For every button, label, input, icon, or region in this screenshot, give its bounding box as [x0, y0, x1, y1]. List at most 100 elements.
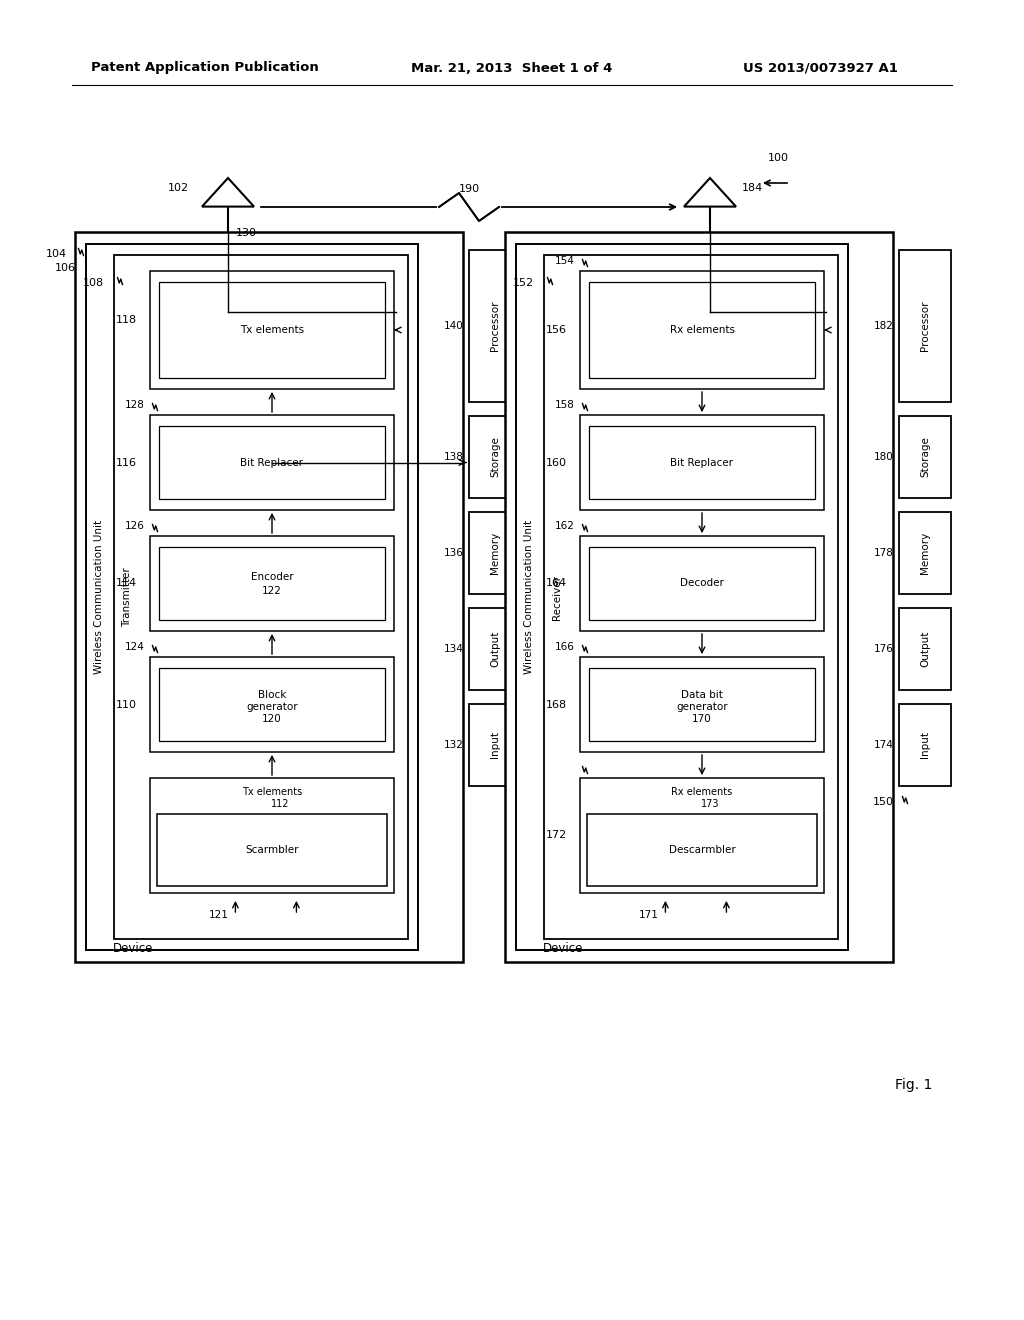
Text: 174: 174: [874, 741, 894, 750]
Text: 140: 140: [444, 321, 464, 331]
Text: 108: 108: [83, 279, 104, 288]
Bar: [580, 657, 824, 752]
Text: 130: 130: [236, 228, 256, 238]
Text: 100: 100: [768, 153, 788, 162]
Text: 114: 114: [116, 578, 137, 589]
Bar: [469, 416, 521, 498]
Text: generator: generator: [676, 701, 728, 711]
Bar: [157, 814, 387, 886]
Text: Storage: Storage: [920, 437, 930, 478]
Text: Descarmbler: Descarmbler: [669, 845, 735, 855]
Text: 136: 136: [444, 548, 464, 558]
Text: 190: 190: [459, 183, 479, 194]
Text: 134: 134: [444, 644, 464, 653]
Bar: [469, 512, 521, 594]
Text: 162: 162: [555, 521, 575, 531]
Bar: [150, 271, 394, 389]
Bar: [75, 232, 463, 962]
Bar: [469, 249, 521, 403]
Text: 150: 150: [873, 797, 894, 807]
Text: Memory: Memory: [490, 532, 500, 574]
Text: Processor: Processor: [920, 301, 930, 351]
Text: Block: Block: [258, 690, 286, 701]
Text: 118: 118: [116, 315, 137, 325]
Text: 170: 170: [692, 714, 712, 723]
Text: Output: Output: [490, 631, 500, 667]
Text: 160: 160: [546, 458, 567, 467]
Bar: [587, 814, 817, 886]
Bar: [159, 668, 385, 741]
Text: Encoder: Encoder: [251, 572, 293, 582]
Text: Scarmbler: Scarmbler: [246, 845, 299, 855]
Text: 102: 102: [168, 183, 188, 193]
Bar: [899, 249, 951, 403]
Text: Data bit: Data bit: [681, 690, 723, 701]
Bar: [159, 426, 385, 499]
Text: 121: 121: [208, 909, 228, 920]
Text: 104: 104: [46, 249, 67, 259]
Text: 173: 173: [700, 799, 719, 809]
Text: generator: generator: [246, 701, 298, 711]
Text: Wireless Communication Unit: Wireless Communication Unit: [524, 520, 534, 675]
Bar: [469, 704, 521, 785]
Text: Fig. 1: Fig. 1: [895, 1078, 933, 1092]
Text: 156: 156: [546, 325, 567, 335]
Bar: [580, 777, 824, 894]
Bar: [469, 609, 521, 690]
Bar: [516, 244, 848, 950]
Text: Input: Input: [490, 731, 500, 759]
Text: Output: Output: [920, 631, 930, 667]
Text: Memory: Memory: [920, 532, 930, 574]
Text: Device: Device: [543, 941, 584, 954]
Bar: [150, 657, 394, 752]
Text: 116: 116: [116, 458, 137, 467]
Bar: [589, 668, 815, 741]
Text: 132: 132: [444, 741, 464, 750]
Text: Mar. 21, 2013  Sheet 1 of 4: Mar. 21, 2013 Sheet 1 of 4: [412, 62, 612, 74]
Text: US 2013/0073927 A1: US 2013/0073927 A1: [742, 62, 897, 74]
Text: 154: 154: [555, 256, 575, 267]
Text: Receiver: Receiver: [552, 574, 562, 619]
Text: 126: 126: [125, 521, 145, 531]
Text: 122: 122: [262, 586, 282, 595]
Bar: [159, 282, 385, 378]
Text: 106: 106: [55, 263, 76, 273]
Text: 184: 184: [741, 183, 763, 193]
Text: Tx elements: Tx elements: [242, 787, 302, 797]
Text: Rx elements: Rx elements: [672, 787, 732, 797]
Text: 138: 138: [444, 451, 464, 462]
Text: Transmitter: Transmitter: [122, 568, 132, 627]
Text: Tx elements: Tx elements: [240, 325, 304, 335]
Bar: [589, 282, 815, 378]
Text: 176: 176: [874, 644, 894, 653]
Text: Patent Application Publication: Patent Application Publication: [91, 62, 318, 74]
Text: 166: 166: [555, 642, 575, 652]
Bar: [544, 255, 838, 939]
Text: Rx elements: Rx elements: [670, 325, 734, 335]
Text: 180: 180: [874, 451, 894, 462]
Text: Bit Replacer: Bit Replacer: [241, 458, 303, 467]
Bar: [589, 546, 815, 620]
Bar: [580, 271, 824, 389]
Text: 171: 171: [638, 909, 658, 920]
Bar: [899, 512, 951, 594]
Text: 158: 158: [555, 400, 575, 411]
Bar: [899, 704, 951, 785]
Text: 178: 178: [874, 548, 894, 558]
Bar: [86, 244, 418, 950]
Bar: [159, 546, 385, 620]
Bar: [150, 414, 394, 510]
Text: 120: 120: [262, 714, 282, 723]
Bar: [899, 416, 951, 498]
Text: Bit Replacer: Bit Replacer: [671, 458, 733, 467]
Text: Wireless Communication Unit: Wireless Communication Unit: [94, 520, 104, 675]
Text: 168: 168: [546, 700, 567, 710]
Bar: [899, 609, 951, 690]
Text: 152: 152: [513, 279, 534, 288]
Text: Processor: Processor: [490, 301, 500, 351]
Bar: [580, 536, 824, 631]
Text: 182: 182: [874, 321, 894, 331]
Bar: [589, 426, 815, 499]
Text: 112: 112: [270, 799, 289, 809]
Bar: [150, 536, 394, 631]
